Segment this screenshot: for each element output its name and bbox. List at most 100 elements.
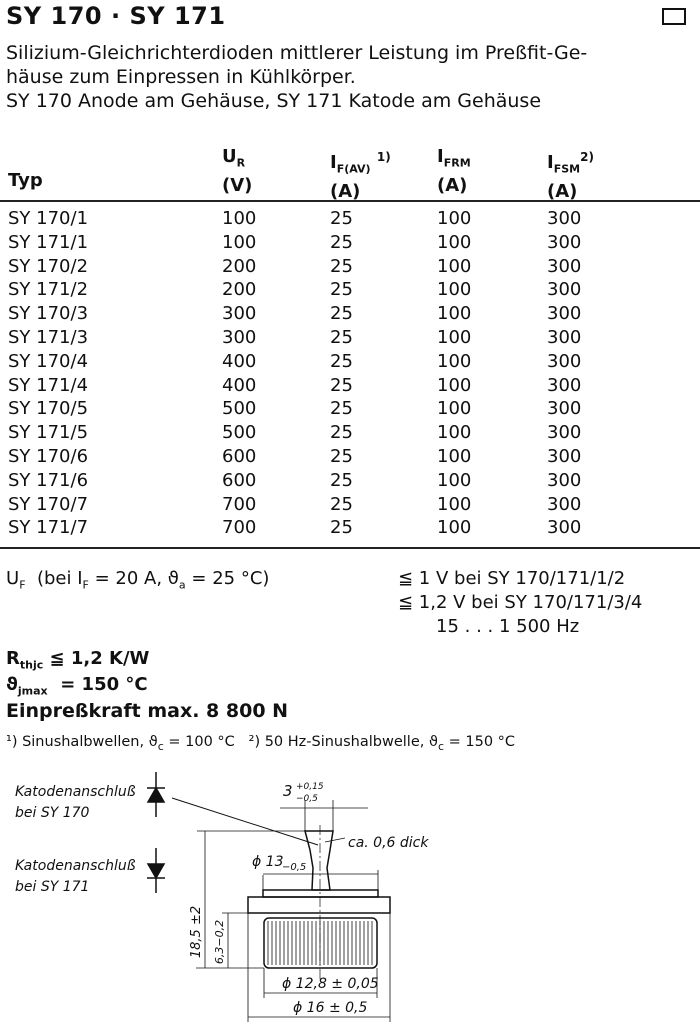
table-row: SY 171/4 400 25 100 300 <box>0 375 700 399</box>
cell-ur: 100 <box>222 231 257 253</box>
cell-ur: 100 <box>222 208 257 229</box>
description-line-3: SY 170 Anode am Gehäuse, SY 171 Katode a… <box>6 90 542 112</box>
dim-tab-tol-plus: +0,15 <box>296 782 324 792</box>
cell-ifsm: 300 <box>547 208 582 229</box>
label-sy170-line1: Katodenanschluß <box>15 784 136 800</box>
cell-ifrm: 100 <box>437 208 472 229</box>
table-row: SY 170/4 400 25 100 300 <box>0 351 700 375</box>
table-row: SY 171/1 100 25 100 300 <box>0 232 700 256</box>
cell-type: SY 171/3 <box>8 327 89 348</box>
uf-condition: UF (bei IF = 20 A, ϑa = 25 °C) <box>6 568 270 592</box>
cell-type: SY 171/7 <box>8 517 89 539</box>
cell-ifsm: 300 <box>547 327 582 348</box>
cell-ifsm: 300 <box>547 374 582 396</box>
cell-ifrm: 100 <box>437 469 472 491</box>
cell-type: SY 170/7 <box>8 493 89 515</box>
cell-ifav: 25 <box>330 517 353 539</box>
cell-ur: 500 <box>222 422 257 444</box>
table-row: SY 171/5 500 25 100 300 <box>0 422 700 446</box>
thermal-resistance: Rthjc ≦ 1,2 K/W <box>6 648 150 672</box>
table-row: SY 171/6 600 25 100 300 <box>0 470 700 494</box>
header-ifav: IF(AV) 1) (A) <box>330 150 391 202</box>
table-row: SY 170/3 300 25 100 300 <box>0 303 700 327</box>
cell-ifav: 25 <box>330 446 353 467</box>
cell-ur: 400 <box>222 350 257 372</box>
cell-type: SY 170/6 <box>8 446 89 467</box>
cell-ifsm: 300 <box>547 279 582 301</box>
cell-type: SY 171/1 <box>8 231 89 253</box>
cell-type: SY 171/2 <box>8 279 89 301</box>
cell-ifrm: 100 <box>437 303 472 325</box>
uf-value-1: ≦ 1 V bei SY 170/171/1/2 <box>398 568 626 589</box>
cell-ifsm: 300 <box>547 422 582 444</box>
cell-ur: 200 <box>222 279 257 301</box>
table-row: SY 170/1 100 25 100 300 <box>0 208 700 232</box>
cell-ifrm: 100 <box>437 350 472 372</box>
cell-type: SY 170/3 <box>8 303 89 325</box>
package-outline <box>247 830 391 969</box>
cell-ur: 700 <box>222 493 257 515</box>
knurling <box>267 921 373 965</box>
header-ur: UR (V) <box>222 146 253 196</box>
label-sy171-line1: Katodenanschluß <box>15 858 136 874</box>
dim-tab-width: 3 <box>283 782 293 800</box>
junction-temp-max: ϑjmax = 150 °C <box>6 674 148 698</box>
table-row: SY 171/7 700 25 100 300 <box>0 517 700 541</box>
cell-ifav: 25 <box>330 279 353 301</box>
cell-ifav: 25 <box>330 422 353 444</box>
dim-knurl-height: 6,3−0,2 <box>213 920 226 964</box>
cell-ifrm: 100 <box>437 493 472 515</box>
cell-ifav: 25 <box>330 469 353 491</box>
cell-type: SY 170/1 <box>8 208 89 229</box>
cell-ur: 600 <box>222 446 257 467</box>
cell-ifrm: 100 <box>437 374 472 396</box>
cell-ur: 700 <box>222 517 257 539</box>
cell-type: SY 171/5 <box>8 422 89 444</box>
cell-ur: 400 <box>222 374 257 396</box>
cell-ifav: 25 <box>330 208 353 229</box>
dim-tab-tol-minus: −0,5 <box>296 794 318 804</box>
cell-ur: 500 <box>222 398 257 420</box>
cell-ifrm: 100 <box>437 446 472 467</box>
cell-ifav: 25 <box>330 303 353 325</box>
cell-ifsm: 300 <box>547 398 582 420</box>
cell-ifrm: 100 <box>437 279 472 301</box>
dim-thickness: ca. 0,6 dick <box>348 835 429 851</box>
dim-knurl-diameter: ϕ 12,8 ± 0,05 <box>282 976 379 992</box>
table-row: SY 170/7 700 25 100 300 <box>0 494 700 518</box>
description-line-2: häuse zum Einpressen in Kühlkörper. <box>6 66 356 88</box>
cell-ifsm: 300 <box>547 255 582 277</box>
cell-ur: 600 <box>222 469 257 491</box>
cell-ifsm: 300 <box>547 517 582 539</box>
description-line-1: Silizium-Gleichrichterdioden mittlerer L… <box>6 42 588 64</box>
table-row: SY 171/3 300 25 100 300 <box>0 327 700 351</box>
cell-ifrm: 100 <box>437 327 472 348</box>
cell-ifav: 25 <box>330 350 353 372</box>
cell-ifav: 25 <box>330 374 353 396</box>
cell-ifrm: 100 <box>437 255 472 277</box>
cell-ifsm: 300 <box>547 231 582 253</box>
cell-ifrm: 100 <box>437 517 472 539</box>
cell-ifsm: 300 <box>547 446 582 467</box>
diode-symbol-sy170 <box>146 772 166 817</box>
table-top-rule <box>0 200 700 202</box>
page-title: SY 170 · SY 171 <box>6 2 226 30</box>
uf-value-2: ≦ 1,2 V bei SY 170/171/3/4 <box>398 592 643 613</box>
cell-type: SY 171/4 <box>8 374 89 396</box>
header-ifsm: IFSM2) (A) <box>547 150 594 202</box>
table-row: SY 170/5 500 25 100 300 <box>0 398 700 422</box>
table-bottom-rule <box>0 547 700 549</box>
dim-height: 18,5 ±2 <box>189 906 204 958</box>
cell-ifrm: 100 <box>437 422 472 444</box>
header-typ: Typ <box>8 170 43 191</box>
cell-type: SY 171/6 <box>8 469 89 491</box>
checkbox-marker <box>662 8 686 25</box>
dim-outer-diameter: ϕ 16 ± 0,5 <box>293 1000 367 1016</box>
table-row: SY 170/2 200 25 100 300 <box>0 256 700 280</box>
cell-ifsm: 300 <box>547 350 582 372</box>
cell-ifrm: 100 <box>437 231 472 253</box>
press-force: Einpreßkraft max. 8 800 N <box>6 700 289 722</box>
leader-line <box>171 797 319 846</box>
table-row: SY 171/2 200 25 100 300 <box>0 279 700 303</box>
